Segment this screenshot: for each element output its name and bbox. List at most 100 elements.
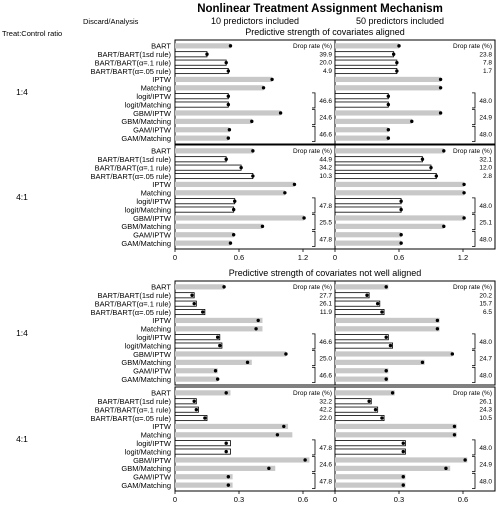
point xyxy=(384,285,388,289)
drop-rate-value: 44.9 xyxy=(319,156,332,163)
method-label: logit/IPTW xyxy=(136,439,172,448)
bracket xyxy=(472,230,476,247)
bar xyxy=(335,232,402,238)
point xyxy=(226,69,231,73)
chart-title: Nonlinear Treatment Assignment Mechanism xyxy=(197,3,443,15)
drop-rate-header: Drop rate (%) xyxy=(293,148,332,155)
bar xyxy=(175,368,218,374)
drop-rate-value: 32.1 xyxy=(479,156,492,163)
method-label: BART/BART(1sd rule) xyxy=(98,50,172,59)
method-label: BART/BART(1sd rule) xyxy=(98,291,172,300)
method-label: BART xyxy=(151,389,171,398)
point xyxy=(401,475,405,479)
point xyxy=(434,174,439,178)
bar xyxy=(335,43,399,49)
bar xyxy=(334,156,423,163)
point xyxy=(215,377,220,381)
point xyxy=(267,466,271,471)
bar xyxy=(335,432,457,438)
drop-rate-value: 47.8 xyxy=(319,445,332,452)
bracket xyxy=(312,230,316,247)
x-tick-label: 0.6 xyxy=(394,253,404,262)
point xyxy=(438,77,443,82)
bar xyxy=(335,465,451,471)
drop-rate-value: 34.2 xyxy=(319,165,332,172)
x-tick-label: 0.3 xyxy=(234,495,244,504)
bar xyxy=(175,326,263,332)
bar xyxy=(334,51,395,58)
drop-rate-header: Drop rate (%) xyxy=(293,43,332,50)
method-label: IPTW xyxy=(152,316,172,325)
bracket xyxy=(312,125,316,142)
point xyxy=(224,441,228,445)
point xyxy=(283,191,287,195)
drop-rate-header: Drop rate (%) xyxy=(453,43,492,50)
drop-rate-value: 47.8 xyxy=(319,236,332,243)
bar xyxy=(334,198,402,205)
drop-rate-value: 25.0 xyxy=(319,356,332,363)
point xyxy=(450,352,455,356)
panel-frame xyxy=(334,39,496,145)
point xyxy=(194,407,199,412)
bar xyxy=(335,368,389,374)
bar xyxy=(335,390,395,396)
method-label: GBM/Matching xyxy=(121,464,171,473)
x-tick-label: 0 xyxy=(173,495,177,504)
point xyxy=(205,52,209,56)
bar xyxy=(175,284,225,290)
point xyxy=(401,483,405,487)
point xyxy=(384,335,388,339)
bar xyxy=(334,300,381,307)
point xyxy=(401,441,405,445)
bracket xyxy=(312,439,316,456)
point xyxy=(231,233,236,237)
bar xyxy=(174,398,197,405)
method-label: GAM/Matching xyxy=(121,481,171,490)
method-label: GBM/IPTW xyxy=(133,109,172,118)
point xyxy=(462,182,466,187)
drop-rate-value: 42.2 xyxy=(319,407,332,414)
drop-rate-value: 24.6 xyxy=(319,462,332,469)
point xyxy=(399,199,403,203)
point xyxy=(401,449,405,454)
bar xyxy=(334,342,393,349)
drop-rate-value: 2.8 xyxy=(483,173,492,180)
bar xyxy=(175,190,285,196)
bracket xyxy=(312,214,316,231)
point xyxy=(391,52,396,56)
column-header-50: 50 predictors included xyxy=(356,16,444,26)
drop-rate-value: 48.0 xyxy=(479,98,492,105)
point xyxy=(435,318,440,323)
bar xyxy=(175,359,252,365)
bar xyxy=(175,376,218,382)
method-label: BART/BART(α=.1 rule) xyxy=(95,299,172,308)
method-label: GBM/Matching xyxy=(121,117,171,126)
point xyxy=(226,102,231,107)
drop-rate-value: 27.7 xyxy=(319,292,332,299)
bar xyxy=(335,482,406,488)
point xyxy=(270,77,274,82)
method-label: GAM/IPTW xyxy=(133,126,172,135)
bar xyxy=(175,390,231,396)
bar xyxy=(174,440,231,447)
bracket xyxy=(312,472,316,489)
point xyxy=(373,407,378,412)
method-label: logit/Matching xyxy=(125,205,171,214)
bar xyxy=(175,127,230,133)
point xyxy=(429,165,433,170)
drop-rate-value: 26.1 xyxy=(319,301,332,308)
point xyxy=(190,293,194,297)
bracket xyxy=(472,456,476,473)
bar xyxy=(174,51,208,58)
point xyxy=(215,335,220,339)
bar xyxy=(335,284,389,290)
method-label: logit/IPTW xyxy=(136,197,172,206)
bar xyxy=(174,198,236,205)
x-tick-label: 0.3 xyxy=(394,495,404,504)
method-label: GAM/IPTW xyxy=(133,473,172,482)
bar xyxy=(335,474,406,480)
point xyxy=(292,182,297,187)
x-tick-label: 1.2 xyxy=(298,253,308,262)
bar xyxy=(335,85,441,91)
point xyxy=(213,369,218,373)
